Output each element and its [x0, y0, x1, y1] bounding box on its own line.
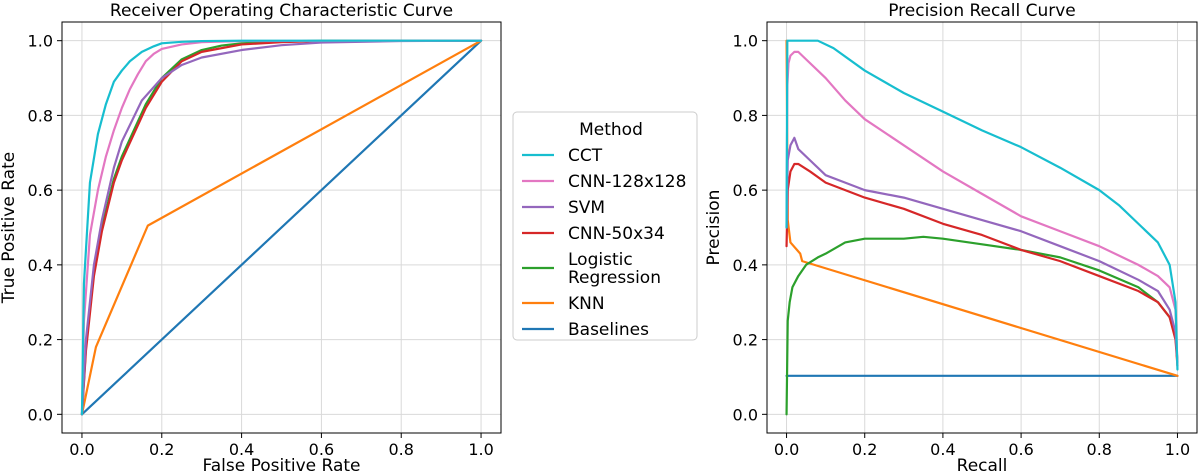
roc-ytick-label-5: 1.0 [28, 32, 53, 51]
pr-frame [766, 21, 1198, 434]
roc-line-cnn-128x128 [80, 39, 483, 416]
legend-entry-cnn-50x34: CNN-50x34 [522, 224, 665, 244]
roc-ytick-label-3: 0.6 [28, 181, 53, 200]
legend-label-line-0: CCT [568, 146, 603, 166]
legend-label-baselines: Baselines [568, 320, 649, 340]
legend-entry-svm: SVM [522, 198, 605, 218]
pr-chart: 0.0 0.2 0.4 0.6 0.8 1.0 0.0 0.2 0.4 0.6 0.8 1.0 Prec… [704, 1, 1198, 472]
pr-xtick-label-2: 0.4 [930, 440, 955, 459]
roc-xtick-label-4: 0.8 [389, 440, 414, 459]
legend-label-line-1: Regression [568, 268, 661, 288]
roc-xtick-label-5: 1.0 [468, 440, 493, 459]
pr-title: Precision Recall Curve [888, 1, 1076, 21]
legend-entry-baselines: Baselines [522, 320, 649, 340]
roc-xtick-label-3: 0.6 [309, 440, 334, 459]
legend-entry-cnn-128x128: CNN-128x128 [522, 172, 686, 192]
roc-line-cnn-50x34 [80, 39, 483, 416]
pr-xtick-label-0: 0.0 [774, 440, 799, 459]
roc-line-svm [80, 39, 483, 416]
roc-xtick-label-0: 0.0 [69, 440, 94, 459]
pr-ytick-label-5: 1.0 [733, 32, 758, 51]
roc-line-knn [80, 39, 483, 416]
pr-xlabel: Recall [957, 456, 1008, 472]
pr-xtick-label-4: 0.8 [1087, 440, 1112, 459]
legend: Method CCT CNN-128x128 SVM CNN-50x34 Logistic… [512, 111, 698, 341]
legend-title: Method [579, 120, 643, 140]
legend-label-knn: KNN [568, 294, 605, 314]
pr-line-knn [785, 39, 1179, 377]
pr-xtick-label-5: 1.0 [1165, 440, 1190, 459]
legend-entry-knn: KNN [522, 294, 605, 314]
pr-ytick-label-4: 0.8 [733, 106, 758, 125]
legend-entry-cct: CCT [522, 146, 603, 166]
legend-entry-logistic-regression: Logistic Regression [522, 250, 661, 288]
legend-label-line-0: Logistic [568, 250, 633, 270]
legend-label-cct: CCT [568, 146, 603, 166]
pr-line-cct [785, 39, 1179, 371]
roc-chart: 0.0 0.2 0.4 0.6 0.8 1.0 0.0 0.2 0.4 0.6 0.8 1.0 Rece… [0, 1, 502, 472]
legend-label-cnn-50x34: CNN-50x34 [568, 224, 665, 244]
pr-ytick-label-0: 0.0 [733, 405, 758, 424]
roc-xlabel: False Positive Rate [203, 456, 361, 472]
pr-xtick-label-1: 0.2 [852, 440, 877, 459]
roc-series [80, 39, 483, 416]
legend-box [512, 111, 698, 341]
legend-label-line-0: Baselines [568, 320, 649, 340]
roc-xtick-label-1: 0.2 [149, 440, 174, 459]
legend-label-line-0: CNN-50x34 [568, 224, 665, 244]
legend-label-line-0: SVM [568, 198, 605, 218]
legend-label-line-0: CNN-128x128 [568, 172, 686, 192]
roc-line-cct [80, 39, 483, 416]
legend-label-cnn-128x128: CNN-128x128 [568, 172, 686, 192]
pr-line-logistic-regression [785, 235, 1179, 416]
roc-line-baselines [80, 39, 483, 416]
pr-ytick-label-1: 0.2 [733, 331, 758, 350]
roc-frame [61, 21, 502, 434]
roc-ytick-label-0: 0.0 [28, 405, 53, 424]
legend-label-line-0: KNN [568, 294, 605, 314]
legend-label-svm: SVM [568, 198, 605, 218]
pr-ylabel: Precision [704, 190, 724, 266]
roc-xtick-label-2: 0.4 [229, 440, 254, 459]
roc-title: Receiver Operating Characteristic Curve [110, 1, 453, 21]
pr-series [785, 39, 1179, 416]
pr-line-cnn-128x128 [785, 50, 1179, 367]
roc-ytick-label-4: 0.8 [28, 106, 53, 125]
roc-ytick-label-2: 0.4 [28, 256, 53, 275]
legend-label-logistic-regression: Logistic Regression [568, 250, 661, 288]
roc-ytick-label-1: 0.2 [28, 331, 53, 350]
pr-ytick-label-2: 0.4 [733, 256, 758, 275]
roc-ylabel: True Positive Rate [0, 152, 19, 304]
pr-line-cnn-50x34 [785, 162, 1179, 367]
pr-grid [767, 22, 1197, 433]
pr-xtick-label-3: 0.6 [1008, 440, 1033, 459]
pr-line-svm [785, 136, 1179, 364]
pr-ytick-label-3: 0.6 [733, 181, 758, 200]
